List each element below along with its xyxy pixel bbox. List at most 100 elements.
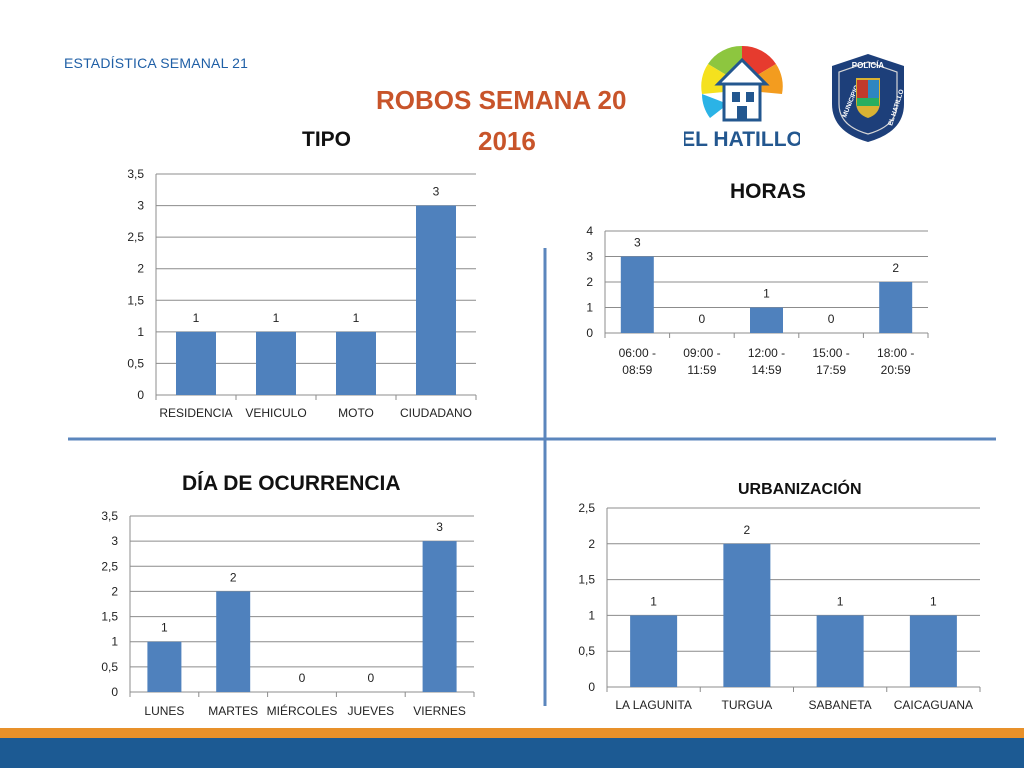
- y-tick-label: 2,5: [127, 230, 144, 244]
- category-label: LA LAGUNITA: [615, 698, 691, 712]
- y-tick-label: 0: [586, 326, 593, 340]
- bar: [422, 541, 457, 692]
- category-label: MIÉRCOLES: [267, 703, 338, 718]
- main-title-line1: ROBOS SEMANA 20: [376, 85, 627, 115]
- y-tick-label: 0,5: [127, 356, 144, 370]
- data-label: 1: [837, 594, 844, 608]
- data-label: 0: [828, 312, 835, 326]
- y-tick-label: 0: [137, 388, 144, 402]
- chart-title-tipo: TIPO: [302, 128, 352, 151]
- bar: [416, 205, 456, 395]
- data-label: 2: [230, 570, 237, 584]
- y-tick-label: 3,5: [127, 167, 144, 181]
- y-tick-label: 1,5: [578, 573, 595, 587]
- data-label: 3: [436, 520, 443, 534]
- category-label: TURGUA: [722, 698, 773, 712]
- y-tick-label: 2,5: [101, 559, 118, 573]
- category-label: MOTO: [338, 406, 374, 420]
- logo-wordmark: EL HATILLO: [684, 128, 800, 151]
- category-label: MARTES: [208, 704, 258, 718]
- y-tick-label: 0: [588, 680, 595, 694]
- data-label: 1: [193, 311, 200, 325]
- data-label: 1: [273, 311, 280, 325]
- category-label: 17:59: [816, 363, 846, 377]
- chart-title-urbanizacion: URBANIZACIÓN: [738, 481, 862, 498]
- subtitle: ESTADÍSTICA SEMANAL 21: [64, 55, 249, 71]
- category-label: CAICAGUANA: [894, 698, 973, 712]
- y-tick-label: 1: [111, 635, 118, 649]
- y-tick-label: 0,5: [578, 644, 595, 658]
- category-label: 08:59: [622, 363, 652, 377]
- data-label: 1: [650, 594, 657, 608]
- police-badge-logo: POLICÍA MUNICIPIO EL HATILLO: [832, 54, 906, 142]
- bar: [216, 591, 251, 692]
- category-label: 09:00 -: [683, 346, 720, 360]
- y-tick-label: 3: [137, 199, 144, 213]
- category-label: 11:59: [687, 363, 716, 377]
- y-tick-label: 1,5: [101, 610, 118, 624]
- category-label: RESIDENCIA: [159, 406, 232, 420]
- y-tick-label: 2,5: [578, 501, 595, 515]
- bar: [256, 331, 296, 395]
- category-label: CIUDADANO: [400, 406, 472, 420]
- category-label: 18:00 -: [877, 346, 914, 360]
- bar: [909, 615, 957, 687]
- y-tick-label: 3: [586, 250, 593, 264]
- data-label: 2: [892, 261, 899, 275]
- bar: [879, 282, 913, 333]
- category-label: 06:00 -: [619, 346, 656, 360]
- y-tick-label: 0: [111, 685, 118, 699]
- main-title-line2: 2016: [478, 126, 536, 156]
- category-label: 14:59: [751, 363, 781, 377]
- y-tick-label: 2: [588, 537, 595, 551]
- category-label: 15:00 -: [812, 346, 849, 360]
- category-label: JUEVES: [347, 704, 394, 718]
- badge-shield-icon: [856, 78, 880, 118]
- data-label: 0: [367, 671, 374, 685]
- logo-house-icon: [714, 57, 770, 122]
- data-label: 0: [299, 671, 306, 685]
- y-tick-label: 1: [588, 608, 595, 622]
- chart-title-dia: DÍA DE OCURRENCIA: [182, 472, 401, 495]
- data-label: 1: [930, 594, 937, 608]
- data-label: 1: [161, 621, 168, 635]
- y-tick-label: 1,5: [127, 293, 144, 307]
- bar: [630, 615, 678, 687]
- bar: [750, 307, 783, 333]
- footer-blue-band: [0, 738, 1024, 768]
- el-hatillo-logo: EL HATILLO: [684, 45, 800, 151]
- bar: [620, 256, 654, 333]
- category-label: SABANETA: [809, 698, 872, 712]
- category-label: 12:00 -: [748, 346, 785, 360]
- y-tick-label: 3: [111, 534, 118, 548]
- bar: [176, 331, 216, 395]
- y-tick-label: 1: [586, 301, 593, 315]
- bar: [723, 543, 771, 687]
- y-tick-label: 3,5: [101, 509, 118, 523]
- y-tick-label: 2: [586, 275, 593, 289]
- chart-title-horas: HORAS: [730, 180, 806, 203]
- data-label: 3: [634, 236, 641, 250]
- y-tick-label: 2: [111, 584, 118, 598]
- data-label: 2: [744, 523, 751, 537]
- category-label: LUNES: [144, 704, 184, 718]
- data-label: 3: [433, 185, 440, 199]
- category-label: 20:59: [881, 363, 911, 377]
- category-label: VIERNES: [413, 704, 466, 718]
- data-label: 1: [763, 287, 770, 301]
- bar: [336, 331, 376, 395]
- footer-orange-band: [0, 728, 1024, 738]
- y-tick-label: 0,5: [101, 660, 118, 674]
- y-tick-label: 4: [586, 224, 593, 238]
- y-tick-label: 1: [137, 325, 144, 339]
- bar: [816, 615, 864, 687]
- category-label: VEHICULO: [245, 406, 306, 420]
- data-label: 1: [353, 311, 360, 325]
- data-label: 0: [699, 312, 706, 326]
- badge-top-text: POLICÍA: [852, 61, 885, 70]
